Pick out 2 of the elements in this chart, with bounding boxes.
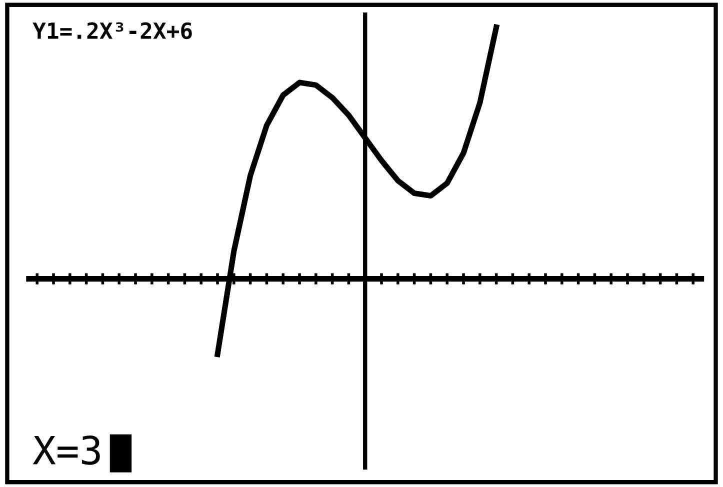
annotation: Y1=.2X³-2X+6 bbox=[32, 22, 192, 40]
text: X=3 bbox=[32, 435, 100, 465]
